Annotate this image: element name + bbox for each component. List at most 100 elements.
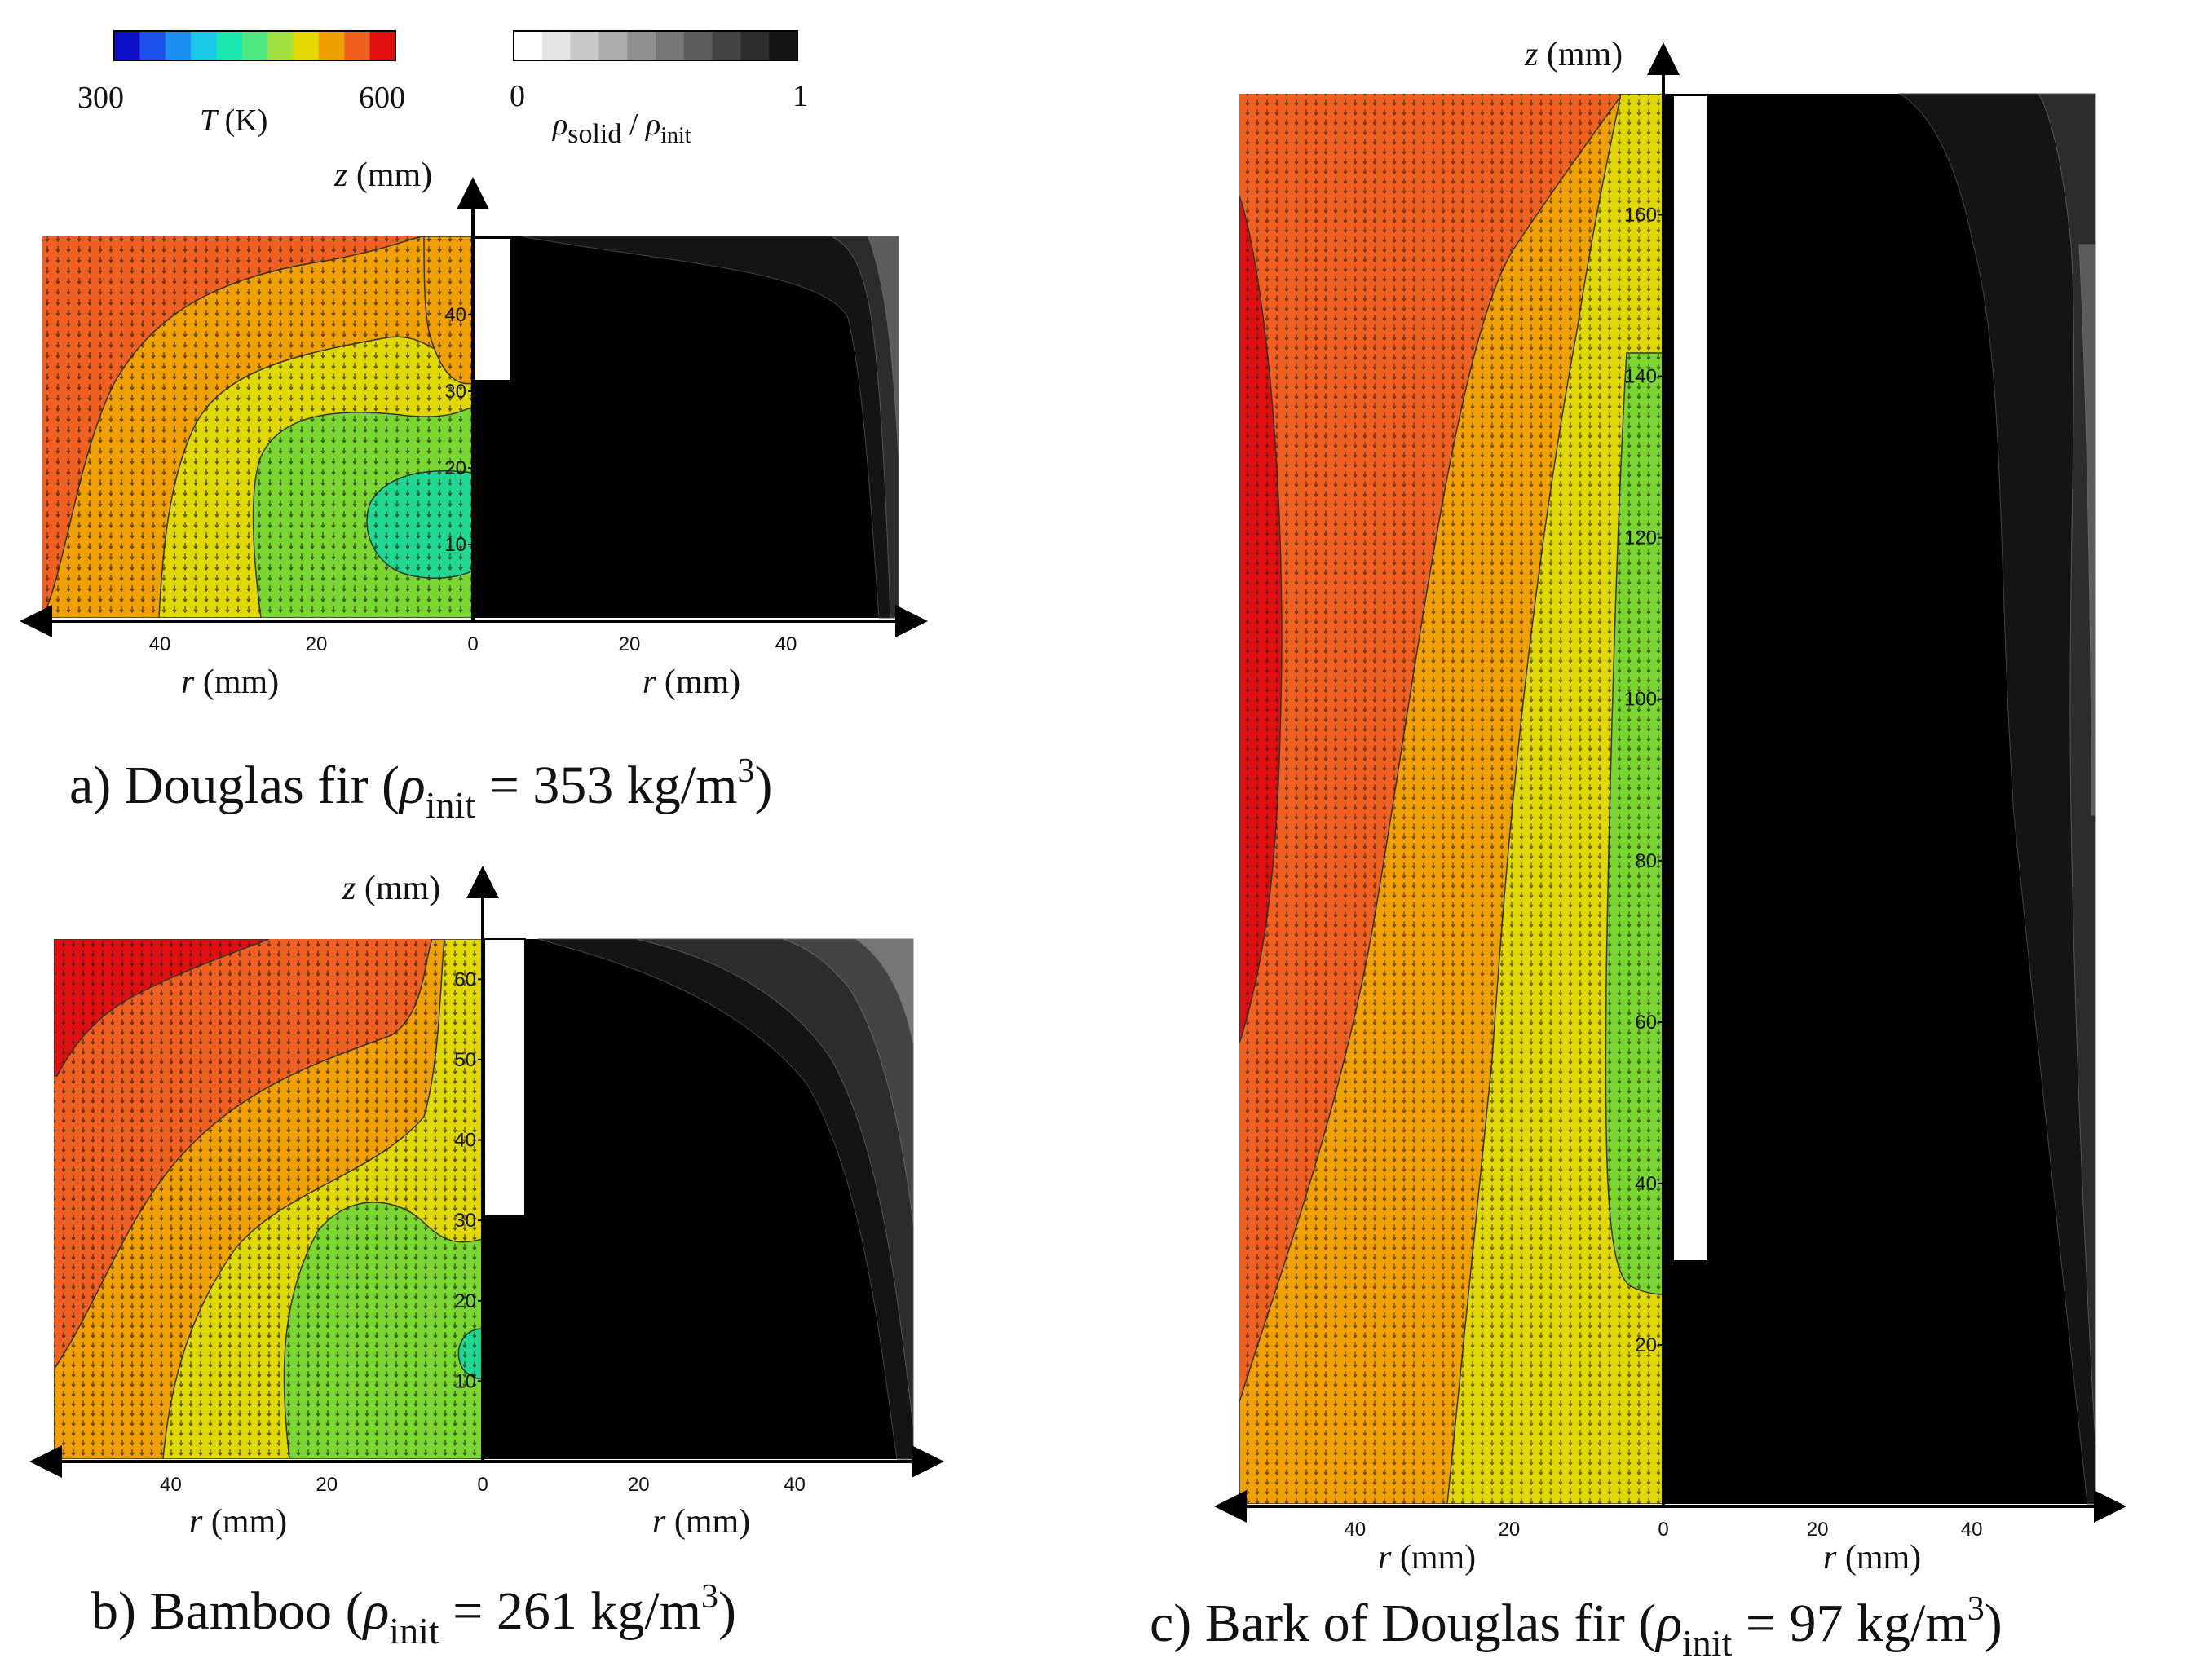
panel-a-temperature-contour [42, 236, 473, 618]
panel-b-ticks: 10 20 30 40 50 60 40 20 0 20 40 [160, 968, 806, 1496]
z-tick-label: 40 [454, 1130, 476, 1152]
density-b-level-1 [537, 938, 914, 1460]
density-colorbar-swatch [598, 31, 628, 60]
panel-a-z-label: z (mm) [333, 157, 432, 194]
z-tick-label: 60 [1635, 1012, 1657, 1034]
temperature-colorbar [113, 30, 396, 61]
r-tick-label-right: 40 [784, 1474, 806, 1496]
density-colorbar [513, 30, 798, 61]
density-b-level-3 [782, 938, 914, 1224]
z-tick-label: 160 [1624, 205, 1657, 227]
panel-a-caption: a) Douglas fir (ρinit = 353 kg/m3) [69, 752, 772, 826]
panel-b-temperature-contour [54, 939, 483, 1459]
z-tick-label: 60 [454, 968, 476, 990]
r-tick-label-right: 20 [628, 1474, 650, 1496]
panel-a: z (mm) r (mm) r (mm) 10 20 30 40 40 20 0 20 40 a… [20, 157, 928, 826]
density-colorbar-swatch [656, 31, 685, 60]
density-c-level-2 [2038, 93, 2096, 1444]
z-tick-label: 30 [444, 381, 466, 403]
r-tick-label-left: 20 [316, 1474, 338, 1496]
panel-b-caption: b) Bamboo (ρinit = 261 kg/m3) [91, 1578, 736, 1651]
panel-c-density-contour [1663, 93, 2096, 1505]
temperature-colorbar-swatch [369, 31, 396, 60]
temperature-colorbar-swatch [344, 31, 371, 60]
density-colorbar-swatch [712, 31, 741, 60]
density-colorbar-swatch [541, 31, 572, 60]
z-tick-label: 30 [454, 1210, 476, 1232]
z-tick-label: 100 [1624, 689, 1657, 711]
panel-b-z-label: z (mm) [342, 870, 440, 907]
temperature-colorbar-frame [113, 30, 396, 61]
panel-c-r-label-right: r (mm) [1823, 1539, 1921, 1576]
z-tick-label: 50 [454, 1049, 476, 1071]
density-a-level-3 [868, 236, 899, 457]
density-colorbar-swatch [683, 31, 713, 60]
temperature-colorbar-swatch [191, 31, 217, 60]
r-tick-label-left: 40 [1344, 1519, 1366, 1541]
density-b-level-2 [635, 938, 914, 1427]
panel-c-ticks: 20 40 60 80 100 120 140 160 40 20 0 20 40 [1344, 205, 1982, 1541]
z-tick-label: 10 [444, 534, 466, 556]
density-colorbar-swatch [769, 31, 798, 60]
panel-a-r-label-right: r (mm) [643, 664, 740, 701]
z-tick-label: 20 [1635, 1334, 1657, 1356]
r-tick-label-left: 40 [149, 633, 171, 655]
temperature-colorbar-swatch [293, 31, 320, 60]
temperature-colorbar-min: 300 [77, 81, 124, 115]
r-tick-label-left: 0 [467, 633, 478, 655]
panel-c: z (mm) r (mm) r (mm) 20 40 60 80 100 120 140 16… [1150, 36, 2126, 1664]
panel-b-r-label-right: r (mm) [652, 1503, 750, 1541]
r-tick-label-left: 0 [1658, 1519, 1668, 1541]
panel-b-velocity-vectors [54, 939, 483, 1459]
z-tick-label: 140 [1624, 366, 1657, 388]
density-c-level-3 [2078, 244, 2096, 816]
z-tick-label: 80 [1635, 850, 1657, 872]
density-colorbar-label: ρsolid / ρinit [552, 108, 691, 149]
panel-c-z-label: z (mm) [1524, 36, 1623, 73]
panel-b: z (mm) r (mm) r (mm) 10 20 30 40 50 60 40 20 0 20… [29, 866, 944, 1651]
temperature-colorbar-swatch [241, 31, 268, 60]
temperature-colorbar-label: T (K) [200, 104, 267, 138]
density-b-level-4 [855, 938, 914, 1044]
z-tick-label: 120 [1624, 527, 1657, 549]
temperature-colorbar-swatch [318, 31, 345, 60]
density-colorbar-frame [513, 30, 798, 61]
r-tick-label-left: 20 [1499, 1519, 1521, 1541]
density-colorbar-swatch [570, 31, 599, 60]
r-tick-label-left: 40 [160, 1474, 182, 1496]
density-colorbar-max: 1 [793, 79, 808, 113]
z-tick-label: 20 [444, 457, 466, 479]
r-tick-label-left: 0 [477, 1474, 488, 1496]
panel-c-r-label-left: r (mm) [1378, 1539, 1476, 1576]
panel-c-caption: c) Bark of Douglas fir (ρinit = 97 kg/m3… [1150, 1590, 2003, 1664]
panel-a-r-label-left: r (mm) [181, 664, 279, 701]
density-a-base [473, 236, 899, 618]
z-tick-label: 10 [454, 1370, 476, 1392]
z-tick-label: 20 [454, 1290, 476, 1312]
panel-c-heater [1672, 95, 1708, 1262]
panel-c-velocity-vectors [1239, 94, 1663, 1504]
panel-c-temperature-contour [1239, 94, 1663, 1504]
temperature-colorbar-swatch [267, 31, 294, 60]
panel-b-density-contour [483, 938, 914, 1460]
density-c-level-1 [1898, 93, 2096, 1505]
temperature-colorbar-swatch [216, 31, 243, 60]
z-tick-label: 40 [444, 304, 466, 326]
r-tick-label-right: 20 [1807, 1519, 1829, 1541]
temperature-colorbar-swatch [114, 31, 140, 60]
panel-a-velocity-vectors [42, 236, 473, 618]
density-colorbar-swatch [514, 31, 543, 60]
density-colorbar-swatch [627, 31, 656, 60]
r-tick-label-right: 20 [619, 633, 641, 655]
density-a-level-2 [831, 236, 899, 619]
r-tick-label-left: 20 [306, 633, 328, 655]
temperature-colorbar-swatch [165, 31, 192, 60]
panel-b-r-label-left: r (mm) [189, 1503, 287, 1541]
panel-a-heater [472, 237, 512, 381]
z-tick-label: 40 [1635, 1173, 1657, 1195]
panel-a-density-contour [473, 236, 899, 619]
panel-a-ticks: 10 20 30 40 40 20 0 20 40 [149, 304, 797, 655]
panel-b-heater [484, 938, 526, 1217]
r-tick-label-right: 40 [775, 633, 797, 655]
